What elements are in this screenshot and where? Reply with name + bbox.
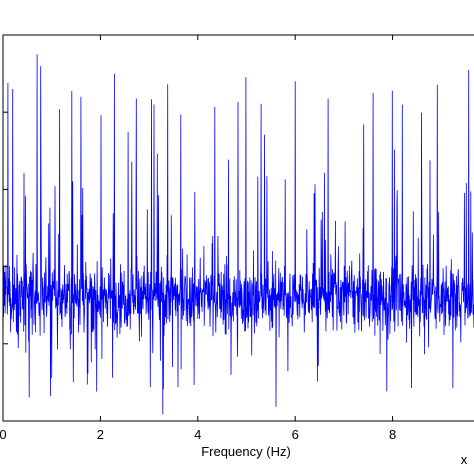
plot-box — [2, 34, 474, 422]
x-tick-label: 2 — [97, 427, 104, 442]
x-axis-label: Frequency (Hz) — [201, 444, 291, 459]
x-axis-multiplier-label: x — [461, 452, 468, 467]
x-tick-label: 6 — [292, 427, 299, 442]
axes-frame — [2, 34, 474, 422]
x-tick-label: 8 — [389, 427, 396, 442]
x-tick-label: 0 — [0, 427, 7, 442]
series-line — [3, 54, 474, 415]
ticks-layer: 0 2 4 6 8 — [0, 35, 396, 442]
series-layer — [3, 54, 474, 415]
x-tick-label: 4 — [194, 427, 201, 442]
